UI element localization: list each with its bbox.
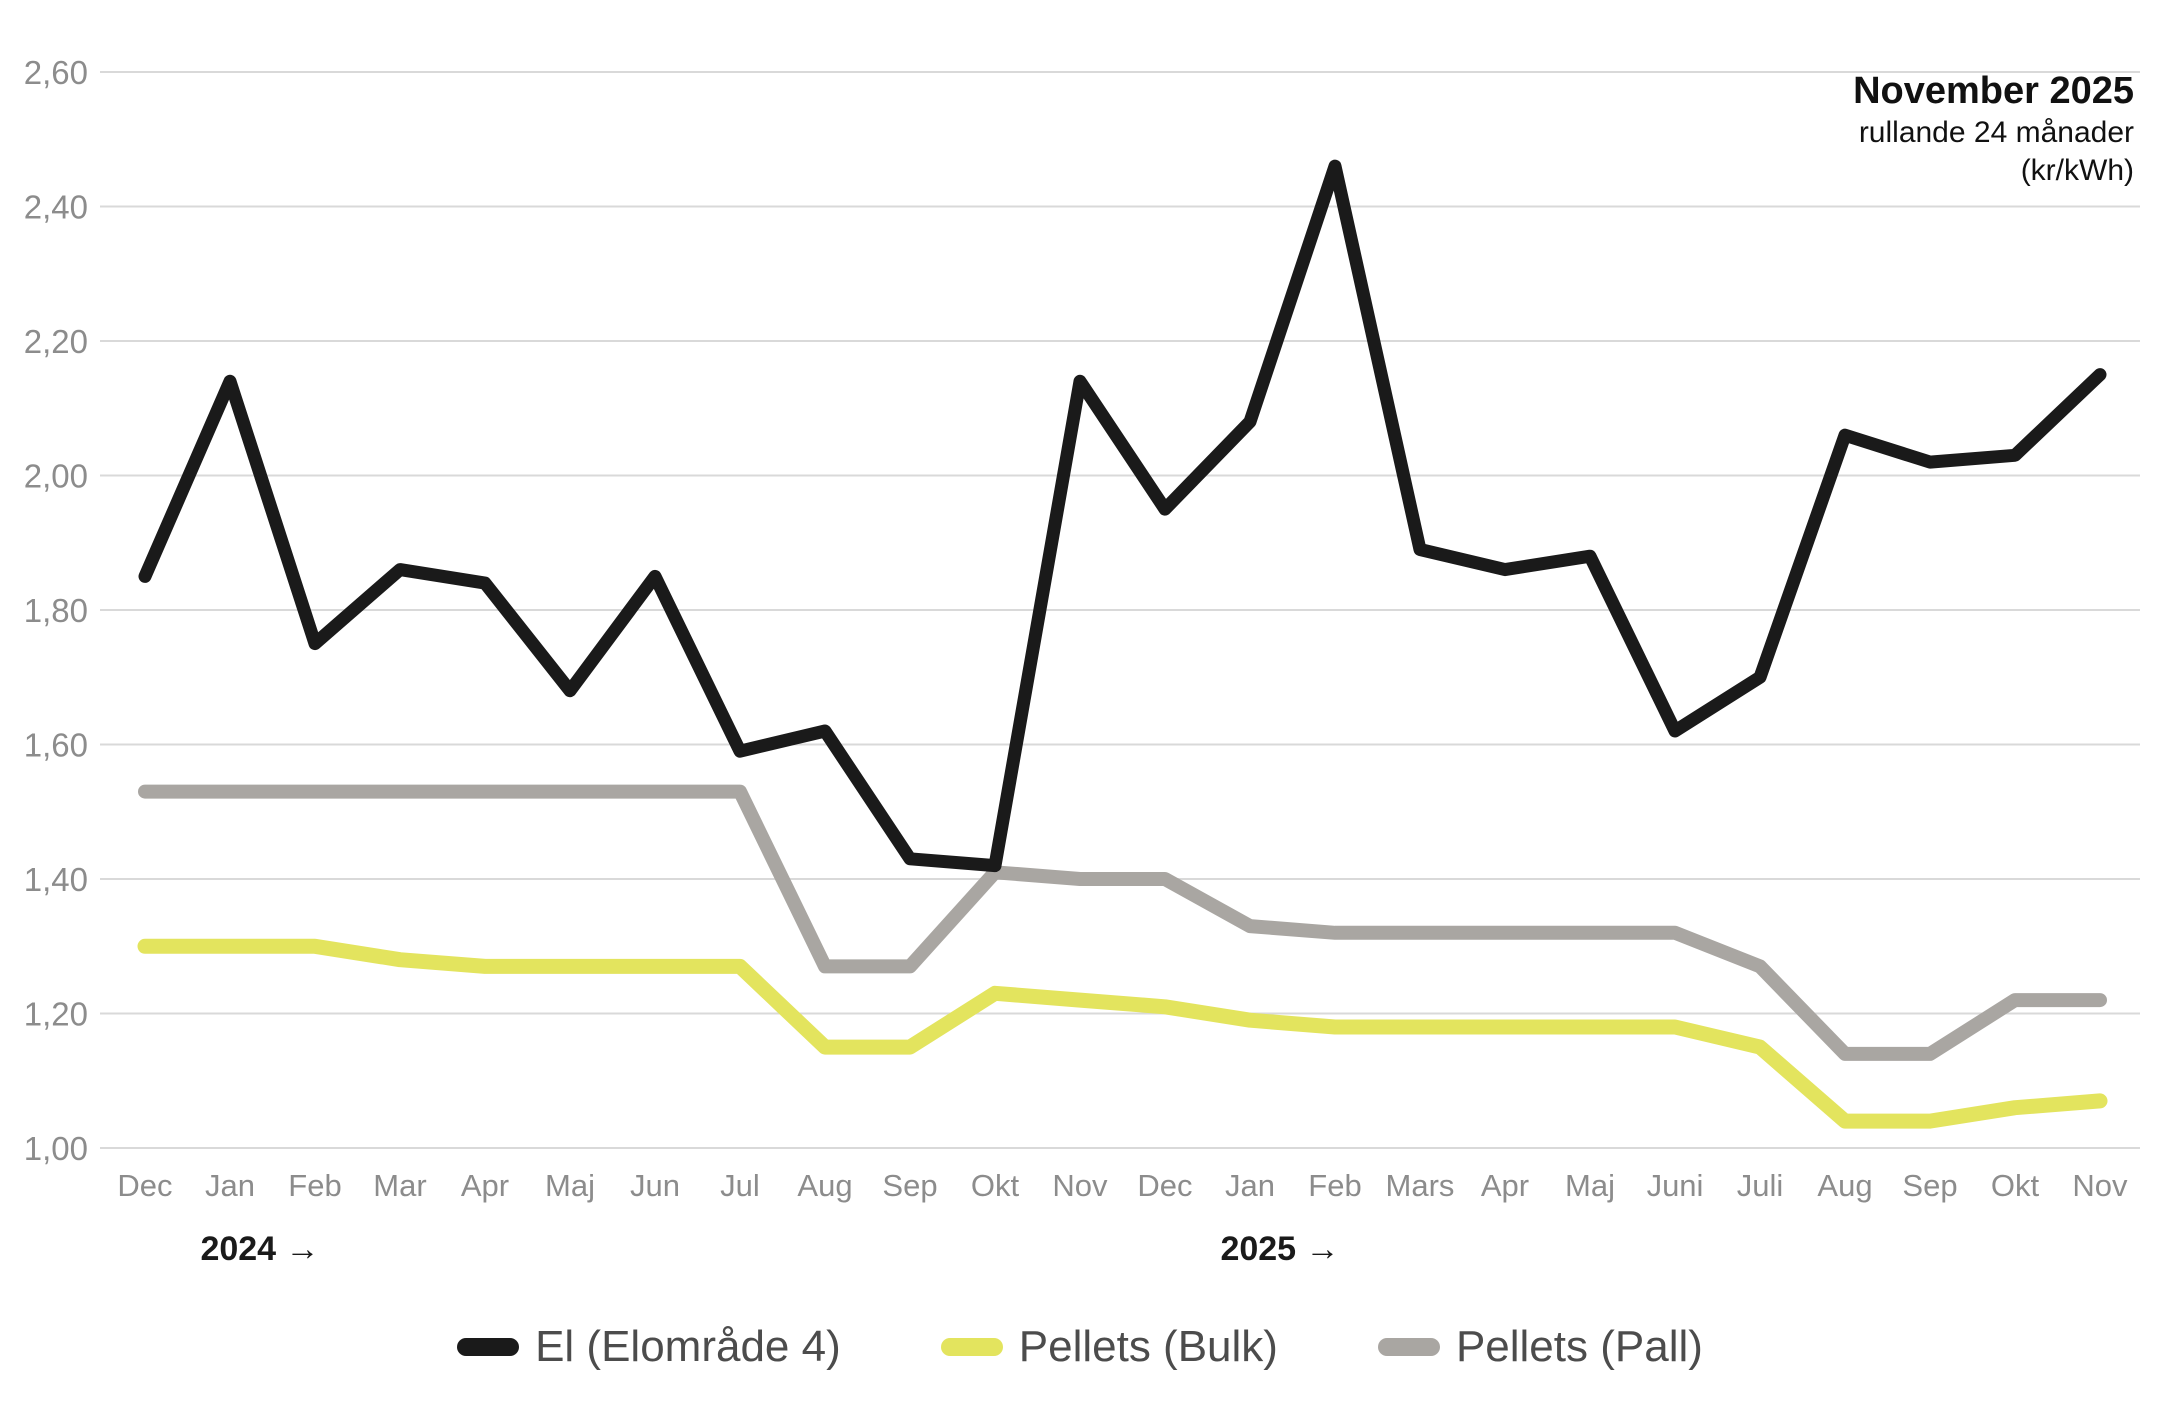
chart-title: November 2025 — [1853, 70, 2134, 112]
x-axis-label: Sep — [1902, 1168, 1957, 1203]
x-axis-label: Aug — [797, 1168, 852, 1203]
x-axis-label: Nov — [2072, 1168, 2128, 1203]
x-axis-label: Dec — [1137, 1168, 1192, 1203]
x-axis-label: Juli — [1737, 1168, 1784, 1203]
x-axis-label: Apr — [461, 1168, 509, 1203]
year-marker-2025: 2025 → — [1220, 1230, 1339, 1268]
legend-item-pellets-pall: Pellets (Pall) — [1377, 1322, 1703, 1372]
series-line-el-elomr-de-4 — [138, 159, 2107, 873]
y-axis-label: 1,20 — [24, 996, 88, 1033]
y-axis-label: 1,40 — [24, 861, 88, 898]
chart-title-block: November 2025 rullande 24 månader (kr/kW… — [1853, 68, 2134, 190]
x-axis-label: Dec — [117, 1168, 172, 1203]
chart-legend: El (Elområde 4) Pellets (Bulk) Pellets (Pa… — [0, 1312, 2160, 1382]
series-line-pellets-bulk — [137, 938, 2108, 1129]
y-axis-label: 1,60 — [24, 727, 88, 764]
y-axis-label: 2,00 — [24, 458, 88, 495]
legend-item-el-elomr-de-4: El (Elområde 4) — [457, 1322, 841, 1372]
x-axis-label: Juni — [1647, 1168, 1704, 1203]
x-axis-label: Maj — [1565, 1168, 1615, 1203]
legend-item-pellets-bulk: Pellets (Bulk) — [940, 1322, 1278, 1372]
x-axis-label: Mars — [1386, 1168, 1455, 1203]
x-axis-label: Sep — [882, 1168, 937, 1203]
y-axis-label: 2,40 — [24, 189, 88, 226]
y-axis-label: 1,00 — [24, 1130, 88, 1167]
x-axis-label: Aug — [1817, 1168, 1872, 1203]
x-axis-label: Feb — [1308, 1168, 1361, 1203]
year-marker-2024: 2024 → — [200, 1230, 319, 1268]
x-axis-label: Maj — [545, 1168, 595, 1203]
x-axis-label: Jun — [630, 1168, 680, 1203]
series-line-pellets-pall — [138, 784, 2107, 1061]
x-axis-label: Okt — [1991, 1168, 2040, 1203]
legend-swatch-el-elomr-de-4 — [457, 1338, 520, 1356]
x-axis-label: Apr — [1481, 1168, 1529, 1203]
chart-unit-label: (kr/kWh) — [2020, 154, 2134, 187]
legend-swatch-pellets-pall — [1377, 1338, 1440, 1356]
x-axis-label: Mar — [373, 1168, 426, 1203]
y-axis-label: 2,20 — [24, 323, 88, 360]
legend-label: Pellets (Bulk) — [1018, 1322, 1278, 1371]
x-axis-label: Jan — [205, 1168, 255, 1203]
legend-swatch-pellets-bulk — [940, 1338, 1003, 1356]
y-axis-label: 1,80 — [24, 592, 88, 629]
legend-label: Pellets (Pall) — [1455, 1322, 1703, 1371]
x-axis-label: Nov — [1052, 1168, 1108, 1203]
chart-subtitle: rullande 24 månader — [1858, 116, 2134, 149]
y-axis-label: 2,60 — [24, 54, 88, 91]
legend-label: El (Elområde 4) — [535, 1322, 841, 1371]
x-axis-label: Jan — [1225, 1168, 1275, 1203]
x-axis-label: Okt — [971, 1168, 1020, 1203]
x-axis-label: Jul — [720, 1168, 760, 1203]
x-axis-label: Feb — [288, 1168, 341, 1203]
